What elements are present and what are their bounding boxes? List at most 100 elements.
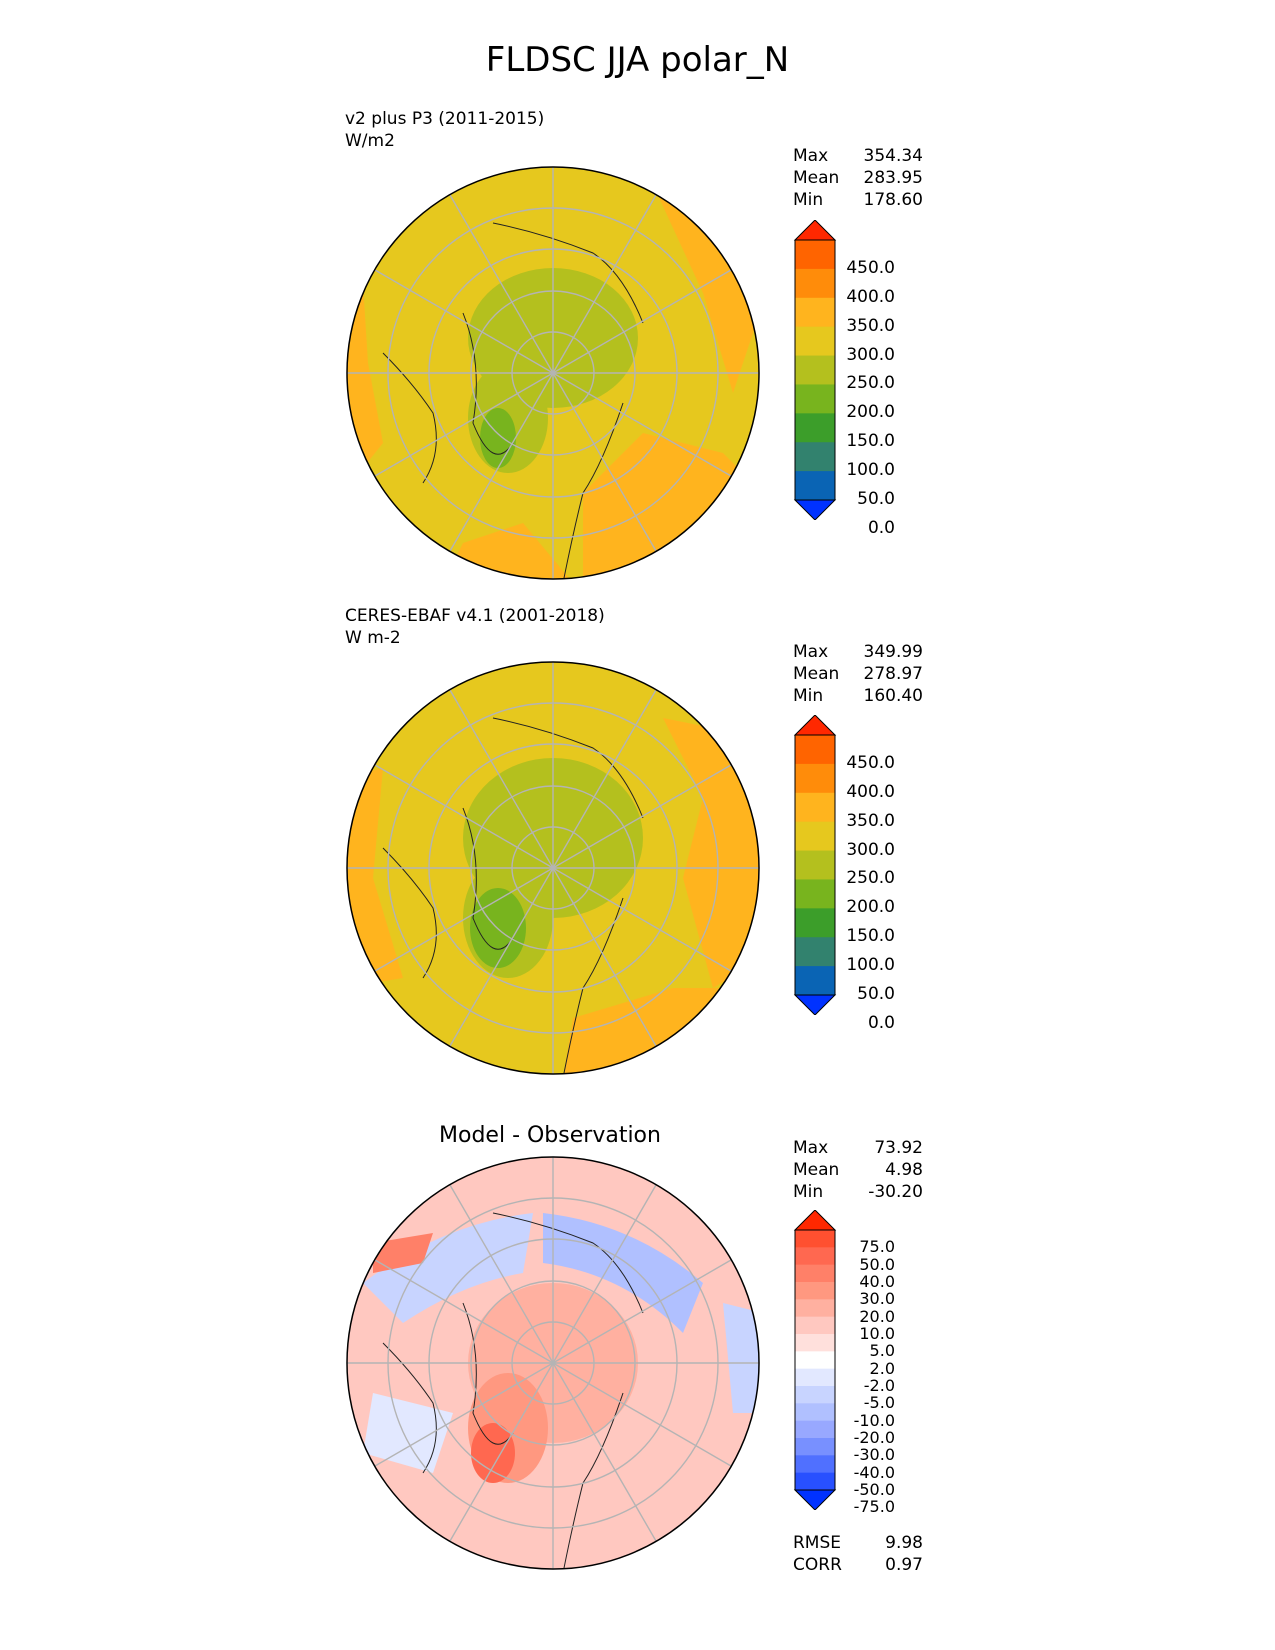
colorbar-tick-label: 400.0 [846, 781, 895, 802]
panel2-polar-map [346, 661, 760, 1075]
panel3-mean-value: 4.98 [885, 1160, 923, 1180]
colorbar-tick-label: -30.0 [853, 1445, 895, 1465]
colorbar-segment [795, 384, 835, 414]
colorbar-tick-label: 200.0 [846, 402, 895, 423]
colorbar-tick-label: -2.0 [863, 1376, 895, 1395]
panel2-label: CERES-EBAF v4.1 (2001-2018) W m-2 [345, 605, 605, 649]
colorbar-tick-label: 100.0 [846, 955, 895, 976]
colorbar-tick-label: 350.0 [846, 315, 895, 336]
colorbar-segment [795, 1386, 835, 1404]
colorbar-segment [795, 763, 835, 794]
panel1-stats: Max 354.34 Mean 283.95 Min 178.60 [793, 145, 923, 211]
colorbar-segment [795, 1472, 835, 1491]
figure-title: FLDSC JJA polar_N [485, 40, 790, 80]
panel3-diff-polar-map [346, 1156, 760, 1570]
colorbar-tick-label: 40.0 [859, 1272, 895, 1291]
colorbar-segment [795, 1368, 835, 1387]
colorbar-tick-label: 450.0 [846, 257, 895, 278]
panel1-polar-map [346, 166, 760, 580]
panel1-max-value: 354.34 [863, 146, 923, 166]
colorbar-extend-min [793, 1489, 837, 1510]
colorbar-segment [795, 355, 835, 385]
colorbar-tick-label: -75.0 [853, 1497, 895, 1517]
colorbar-segment [795, 1299, 835, 1318]
rmse-value: 9.98 [885, 1533, 923, 1553]
colorbar-tick-label: 50.0 [859, 1254, 895, 1274]
colorbar-segment [795, 937, 835, 967]
panel3-metrics: RMSE 9.98 CORR 0.97 [793, 1532, 923, 1576]
colorbar-tick-label: 0.0 [867, 1012, 895, 1033]
colorbar-tick-label: 30.0 [859, 1289, 895, 1309]
colorbar-segment [795, 326, 835, 357]
colorbar-segment [795, 792, 835, 823]
colorbar-tick-label: 20.0 [859, 1306, 895, 1326]
panel3-max-label: Max [793, 1138, 829, 1158]
panel2-min-label: Min [793, 686, 824, 706]
colorbar-extend-min [793, 499, 837, 520]
panel1-case-name: v2 plus P3 (2011-2015) [345, 109, 545, 129]
colorbar-tick-label: 150.0 [846, 926, 895, 947]
colorbar-tick-label: 350.0 [846, 810, 895, 831]
panel2-colorbar [793, 715, 837, 1015]
colorbar-tick-label: 450.0 [846, 752, 895, 773]
colorbar-tick-label: 200.0 [846, 897, 895, 918]
colorbar-tick-label: 300.0 [846, 344, 895, 365]
panel3-colorbar [793, 1210, 837, 1510]
colorbar-tick-label: -50.0 [853, 1480, 895, 1499]
colorbar-tick-label: -5.0 [863, 1393, 895, 1413]
panel1-mean-value: 283.95 [863, 168, 923, 188]
panel2-max-label: Max [793, 642, 829, 662]
panel1-colorbar [793, 220, 837, 520]
corr-label: CORR [793, 1555, 842, 1575]
colorbar-extend-max [793, 220, 837, 241]
colorbar-tick-label: 50.0 [857, 984, 895, 1004]
colorbar-tick-label: 300.0 [846, 839, 895, 860]
colorbar-tick-label: 250.0 [846, 868, 895, 889]
colorbar-extend-min [793, 994, 837, 1015]
colorbar-segment [795, 1282, 835, 1300]
panel3-min-label: Min [793, 1182, 824, 1202]
colorbar-segment [795, 1316, 835, 1335]
panel3-mean-label: Mean [793, 1160, 840, 1180]
colorbar-tick-label: 10.0 [859, 1324, 895, 1343]
colorbar-outline [794, 1229, 836, 1491]
colorbar-outline [794, 239, 836, 501]
colorbar-segment [795, 413, 835, 443]
colorbar-segment [795, 297, 835, 328]
colorbar-segment [795, 442, 835, 472]
colorbar-segment [795, 1455, 835, 1474]
colorbar-segment [795, 268, 835, 299]
panel2-min-value: 160.40 [863, 686, 923, 706]
colorbar-segment [795, 879, 835, 909]
panel2-mean-label: Mean [793, 664, 840, 684]
panel3-title: Model - Observation [439, 1123, 661, 1148]
colorbar-tick-label: 75.0 [859, 1237, 895, 1257]
colorbar-tick-label: -40.0 [853, 1462, 895, 1482]
colorbar-segment [795, 850, 835, 880]
colorbar-segment [795, 1334, 835, 1352]
colorbar-tick-label: 150.0 [846, 431, 895, 452]
colorbar-tick-label: 0.0 [867, 517, 895, 538]
panel3-max-value: 73.92 [874, 1138, 923, 1158]
colorbar-tick-label: -20.0 [853, 1428, 895, 1447]
panel3-stats: Max 73.92 Mean 4.98 Min -30.20 [793, 1137, 923, 1203]
colorbar-tick-label: 2.0 [869, 1358, 895, 1378]
colorbar-segment [795, 1247, 835, 1266]
colorbar-tick-label: 250.0 [846, 373, 895, 394]
panel3-min-value: -30.20 [868, 1182, 923, 1202]
corr-value: 0.97 [885, 1555, 923, 1575]
colorbar-extend-max [793, 1210, 837, 1231]
colorbar-segment [795, 240, 835, 270]
panel1-mean-label: Mean [793, 168, 840, 188]
panel1-units: W/m2 [345, 131, 395, 151]
colorbar-segment [795, 908, 835, 938]
colorbar-outline [794, 734, 836, 996]
colorbar-segment [795, 966, 835, 996]
colorbar-extend-max [793, 715, 837, 736]
colorbar-tick-label: -10.0 [853, 1410, 895, 1430]
colorbar-segment [795, 1438, 835, 1456]
panel1-min-value: 178.60 [863, 190, 923, 210]
panel1-min-label: Min [793, 190, 824, 210]
colorbar-segment [795, 471, 835, 501]
panel1-max-label: Max [793, 146, 829, 166]
